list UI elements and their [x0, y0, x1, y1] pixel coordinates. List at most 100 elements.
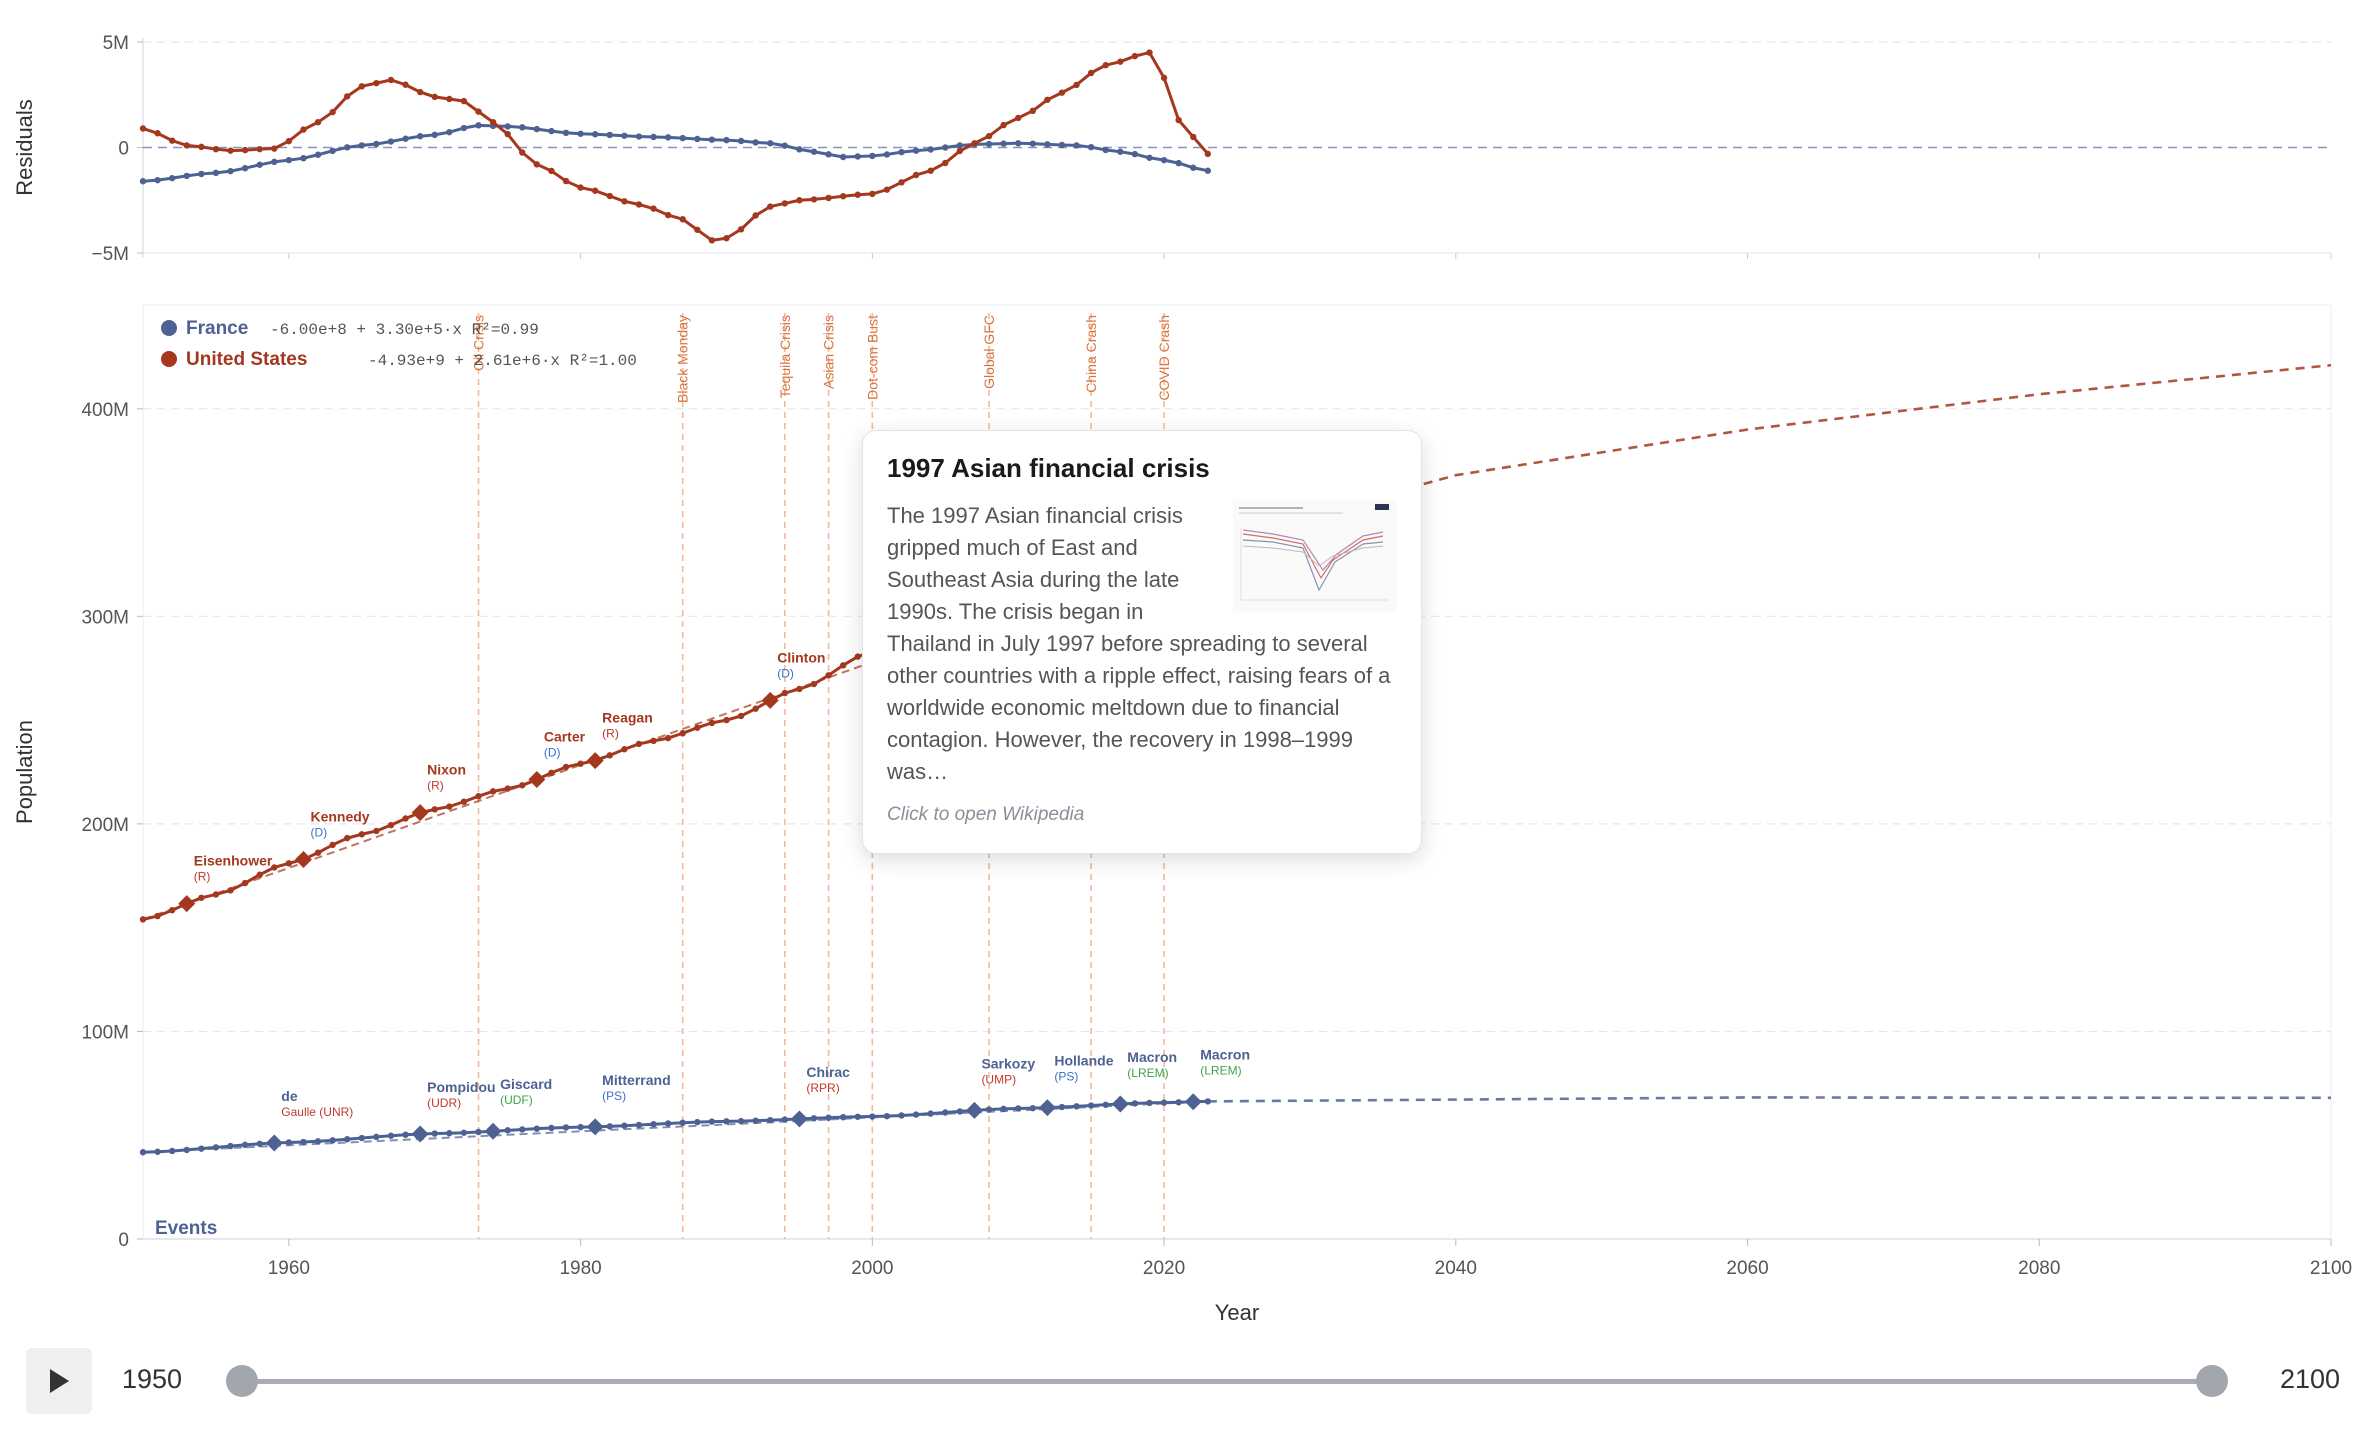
population-point [664, 1120, 672, 1127]
term-marker [411, 1125, 429, 1143]
president-party: Gaulle (UNR) [281, 1105, 353, 1119]
population-point [810, 1115, 818, 1122]
population-point [271, 864, 278, 871]
residuals-point [694, 226, 701, 233]
residuals-point [183, 142, 190, 149]
residuals-point [168, 174, 176, 182]
residuals-point [1102, 146, 1109, 154]
residuals-point [314, 118, 322, 126]
residuals-point [1117, 58, 1124, 65]
president-name: Pompidou [427, 1079, 495, 1095]
event-label: Tequila Crisis [777, 315, 793, 398]
slider-start-label: 1950 [122, 1364, 183, 1394]
term-marker [178, 895, 196, 913]
residuals-point [1029, 140, 1036, 147]
population-point [256, 1140, 263, 1147]
population-point [1029, 1104, 1036, 1112]
population-point [475, 1128, 482, 1136]
term-marker [294, 850, 312, 868]
residuals-point [664, 134, 672, 141]
residuals-point [927, 146, 934, 153]
residuals-point [285, 156, 293, 164]
legend-equation: -4.93e+9 + 2.61e+6·x R²=1.00 [368, 352, 637, 370]
population-point [562, 1124, 570, 1131]
event-tooltip[interactable]: 1997 Asian financial crisis The 1997 Asi… [862, 430, 1422, 854]
slider-end-handle[interactable] [2196, 1365, 2228, 1397]
population-point [1102, 1101, 1109, 1108]
residuals-point [241, 146, 249, 154]
population-point [519, 782, 526, 789]
population-point [577, 1123, 584, 1131]
population-point [912, 1111, 920, 1118]
projection-line-united-states [1207, 363, 2332, 545]
residuals-point [635, 133, 643, 140]
president-name: Macron [1127, 1049, 1177, 1065]
residuals-point [1058, 141, 1066, 149]
tooltip-thumbnail [1233, 500, 1397, 612]
population-point [1146, 1099, 1153, 1107]
residuals-point [1058, 89, 1066, 96]
residuals-point [1000, 140, 1007, 147]
slider-start-handle[interactable] [226, 1365, 258, 1397]
x-tick-label: 2100 [2310, 1258, 2352, 1279]
residuals-point [1073, 142, 1080, 149]
population-point [1000, 1105, 1007, 1113]
population-point [1015, 1105, 1022, 1112]
residuals-point [1160, 156, 1168, 164]
year-range-slider[interactable] [242, 1379, 2228, 1384]
residuals-point [373, 140, 380, 148]
president-party: (RPR) [806, 1081, 839, 1095]
residuals-point [300, 154, 307, 162]
president-party: (PS) [1054, 1070, 1078, 1084]
event-label: Oil Crisis [470, 315, 486, 371]
residuals-point [256, 161, 263, 168]
residuals-point [329, 108, 336, 116]
population-point [767, 1116, 774, 1124]
residuals-point [1204, 150, 1212, 158]
event-label: Asian Crisis [821, 315, 837, 389]
residuals-point [971, 140, 978, 147]
population-point [635, 1121, 643, 1129]
residuals-point [519, 149, 526, 156]
president-party: (R) [427, 779, 444, 793]
residuals-point [621, 198, 628, 205]
population-point [212, 891, 220, 898]
residuals-point [1146, 49, 1153, 56]
residuals-point [300, 126, 307, 133]
residuals-point [1029, 107, 1036, 115]
residuals-tick-label: 0 [118, 139, 129, 160]
residuals-point [504, 123, 511, 130]
residuals-point [854, 153, 861, 160]
residuals-point [344, 144, 351, 151]
population-point [198, 894, 205, 901]
population-point [650, 1121, 657, 1128]
residuals-point [402, 81, 409, 88]
residuals-point [1146, 154, 1153, 161]
population-point [650, 737, 657, 745]
term-marker [790, 1110, 808, 1128]
residuals-point [212, 169, 220, 177]
president-party: (D) [777, 666, 794, 680]
president-name: Giscard [500, 1076, 552, 1092]
population-point [1087, 1102, 1095, 1109]
president-name: Hollande [1054, 1053, 1113, 1069]
residuals-point [548, 167, 555, 175]
play-button[interactable] [26, 1348, 92, 1414]
residuals-point [227, 167, 234, 175]
residuals-point [1160, 74, 1168, 82]
play-icon [50, 1369, 69, 1393]
residuals-point [621, 132, 628, 139]
residuals-point [606, 192, 613, 200]
residuals-point [198, 143, 205, 151]
population-point [752, 705, 759, 712]
population-point [1160, 1099, 1168, 1106]
population-point [344, 1136, 351, 1143]
population-point [708, 1118, 716, 1125]
population-tick-label: 100M [81, 1022, 129, 1043]
population-point [329, 841, 336, 849]
population-point [139, 916, 147, 923]
residuals-point [358, 83, 365, 90]
population-point [504, 1127, 511, 1134]
population-point [358, 1134, 365, 1142]
residuals-point [373, 79, 380, 87]
